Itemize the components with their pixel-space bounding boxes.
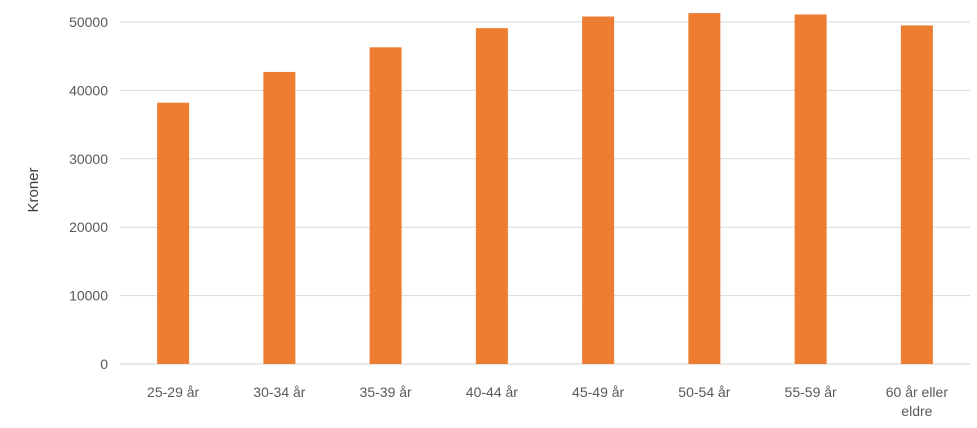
y-tick-label: 50000 bbox=[69, 14, 108, 30]
bar bbox=[900, 25, 933, 364]
bar bbox=[369, 47, 402, 365]
bar bbox=[263, 71, 296, 364]
gridlines bbox=[120, 21, 970, 365]
bar bbox=[582, 16, 615, 364]
bars bbox=[157, 13, 933, 365]
x-axis-ticks: 25-29 år 30-34 år 35-39 år 40-44 år 45-49 år… bbox=[147, 384, 948, 419]
bar bbox=[794, 14, 827, 364]
y-tick-label: 0 bbox=[100, 356, 108, 372]
x-tick-label: 25-29 år bbox=[147, 384, 199, 400]
bar bbox=[688, 13, 721, 364]
x-tick-label: 30-34 år bbox=[253, 384, 305, 400]
x-tick-label: 50-54 år bbox=[678, 384, 730, 400]
x-tick-label: 60 år eller eldre bbox=[886, 384, 949, 419]
bar bbox=[475, 28, 508, 364]
x-tick-label: 55-59 år bbox=[785, 384, 837, 400]
y-axis-title: Kroner bbox=[25, 167, 42, 212]
x-tick-label: 45-49 år bbox=[572, 384, 624, 400]
x-tick-label: 35-39 år bbox=[360, 384, 412, 400]
y-tick-label: 10000 bbox=[69, 288, 108, 304]
y-tick-label: 30000 bbox=[69, 151, 108, 167]
y-axis-ticks: 0 10000 20000 30000 40000 50000 bbox=[69, 14, 108, 372]
x-tick-label: 40-44 år bbox=[466, 384, 518, 400]
y-tick-label: 20000 bbox=[69, 219, 108, 235]
bar bbox=[157, 102, 190, 364]
y-tick-label: 40000 bbox=[69, 82, 108, 98]
